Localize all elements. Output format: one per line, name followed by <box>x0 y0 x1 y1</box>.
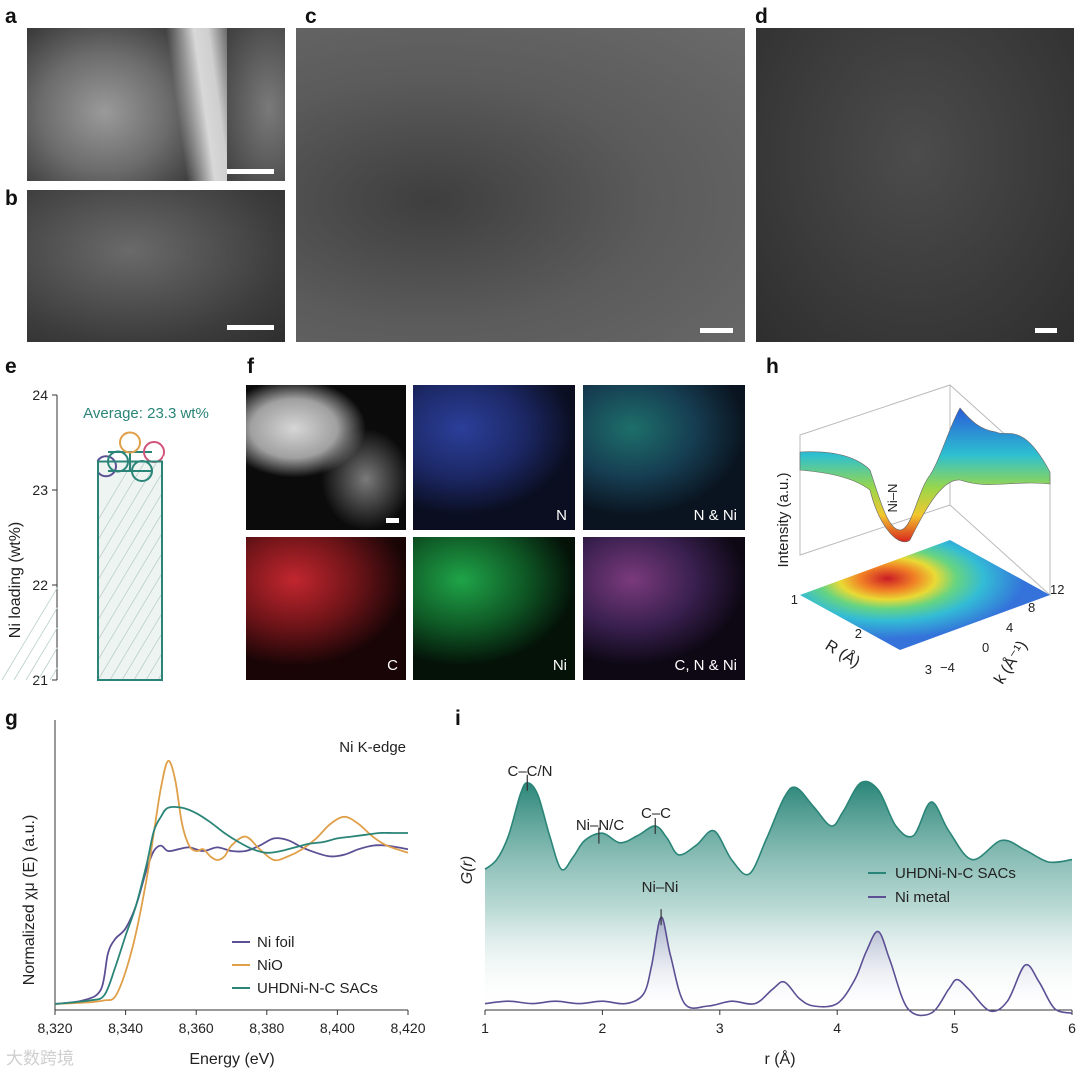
legend-item: NiO <box>257 957 283 974</box>
series-line <box>484 780 1073 876</box>
y-tick-label: 24 <box>32 387 48 403</box>
map-c-label: C <box>387 657 398 674</box>
x-tick-label: 8,320 <box>37 1020 72 1036</box>
panel-label-b: b <box>5 187 18 210</box>
map-n-ni-label: N & Ni <box>693 507 737 524</box>
r-tick: 2 <box>855 626 862 641</box>
peak-annotation: C–C <box>641 805 671 822</box>
hatch-mask <box>163 456 240 680</box>
x-tick-label: 2 <box>599 1020 607 1036</box>
x-tick-label: 8,400 <box>320 1020 355 1036</box>
chart-g: 8,320 8,340 8,360 8,380 8,400 8,420 Ni K-edge… <box>21 720 426 1068</box>
peak-annotation: Ni–N/C <box>576 817 625 834</box>
z-axis-label: Intensity (a.u.) <box>775 472 792 567</box>
x-tick-label: 8,420 <box>390 1020 425 1036</box>
hatch-mask <box>58 456 97 680</box>
panel-label-g: g <box>5 707 18 730</box>
chart-title: Ni K-edge <box>339 739 406 756</box>
peak-annotation: Ni–Ni <box>642 879 679 896</box>
x-axis-label: Energy (eV) <box>189 1051 274 1068</box>
micrograph-c <box>296 28 745 342</box>
chart-e: 21 22 23 24 Average: 23.3 wt% Ni loading (w… <box>0 387 240 688</box>
scale-bar <box>227 169 274 174</box>
series-line <box>54 760 409 1005</box>
surface <box>799 407 1051 543</box>
y-tick-label: 23 <box>32 482 48 498</box>
map-c-n-ni-label: C, N & Ni <box>674 657 737 674</box>
legend-item: Ni foil <box>257 934 295 951</box>
panel-label-c: c <box>305 5 317 28</box>
map-n-label: N <box>556 507 567 524</box>
series-area <box>485 917 1072 1016</box>
map-c-n-ni: C, N & Ni <box>583 537 745 680</box>
watermark: 大数跨境 <box>6 1049 74 1068</box>
micrograph-b <box>27 190 285 342</box>
k-tick: 0 <box>982 640 989 655</box>
legend: UHDNi-N-C SACs Ni metal <box>868 865 1016 906</box>
r-tick: 1 <box>791 592 798 607</box>
bar-outline <box>97 460 163 681</box>
legend: Ni foil NiO UHDNi-N-C SACs <box>232 934 378 997</box>
map-ni-label: Ni <box>552 657 567 674</box>
map-n: N <box>413 385 575 530</box>
series-line <box>484 916 1073 1017</box>
peak-annotation: C–C/N <box>507 763 552 780</box>
chart-i: 1 2 3 4 5 6 G(r) r (Å) C–C/N Ni–N/C C–C Ni–Ni… <box>459 763 1076 1068</box>
k-tick: 12 <box>1050 582 1064 597</box>
x-tick-label: 3 <box>716 1020 724 1036</box>
legend-item: Ni metal <box>895 889 950 906</box>
scale-bar <box>227 325 274 330</box>
micrograph-d <box>756 28 1074 342</box>
panel-label-i: i <box>455 707 461 730</box>
r-tick: 3 <box>925 662 932 677</box>
x-tick-label: 5 <box>951 1020 959 1036</box>
series-area <box>485 781 1072 1010</box>
k-axis-label: k (Å⁻¹) <box>990 637 1031 687</box>
average-annotation: Average: 23.3 wt% <box>83 405 209 422</box>
haadf-image <box>246 385 406 530</box>
x-tick-label: 8,340 <box>108 1020 143 1036</box>
peak-label: Ni–N <box>885 484 900 513</box>
y-tick-label: 21 <box>32 672 48 688</box>
k-tick: 4 <box>1006 620 1013 635</box>
x-tick-label: 1 <box>481 1020 489 1036</box>
x-tick-label: 8,380 <box>249 1020 284 1036</box>
scale-bar <box>386 518 399 523</box>
map-ni: Ni <box>413 537 575 680</box>
legend-item: UHDNi-N-C SACs <box>257 980 378 997</box>
series-line <box>54 837 409 1005</box>
micrograph-a <box>27 28 285 181</box>
floor-heatmap <box>800 540 1050 650</box>
k-tick: −4 <box>940 660 955 675</box>
y-axis-label: G(r) <box>459 856 476 884</box>
panel-label-a: a <box>5 5 17 28</box>
x-axis-label: r (Å) <box>764 1049 795 1068</box>
scale-bar <box>1035 328 1057 333</box>
k-tick: 8 <box>1028 600 1035 615</box>
panel-label-f: f <box>247 355 254 378</box>
y-axis-label: Normalized χμ (E) (a.u.) <box>21 815 38 986</box>
panel-label-d: d <box>755 5 768 28</box>
series-line <box>54 806 408 1005</box>
x-tick-label: 4 <box>833 1020 841 1036</box>
map-n-ni: N & Ni <box>583 385 745 530</box>
x-tick-label: 8,360 <box>179 1020 214 1036</box>
chart-h-surface: Ni–N Intensity (a.u.) R (Å) k (Å⁻¹) 1 2 … <box>775 384 1064 687</box>
panel-label-e: e <box>5 355 17 378</box>
map-c: C <box>246 537 406 680</box>
scale-bar <box>700 328 733 333</box>
data-point <box>119 431 141 454</box>
y-tick-label: 22 <box>32 577 48 593</box>
y-axis-label: Ni loading (wt%) <box>7 522 24 638</box>
panel-label-h: h <box>766 355 779 378</box>
x-tick-label: 6 <box>1068 1020 1076 1036</box>
legend-item: UHDNi-N-C SACs <box>895 865 1016 882</box>
